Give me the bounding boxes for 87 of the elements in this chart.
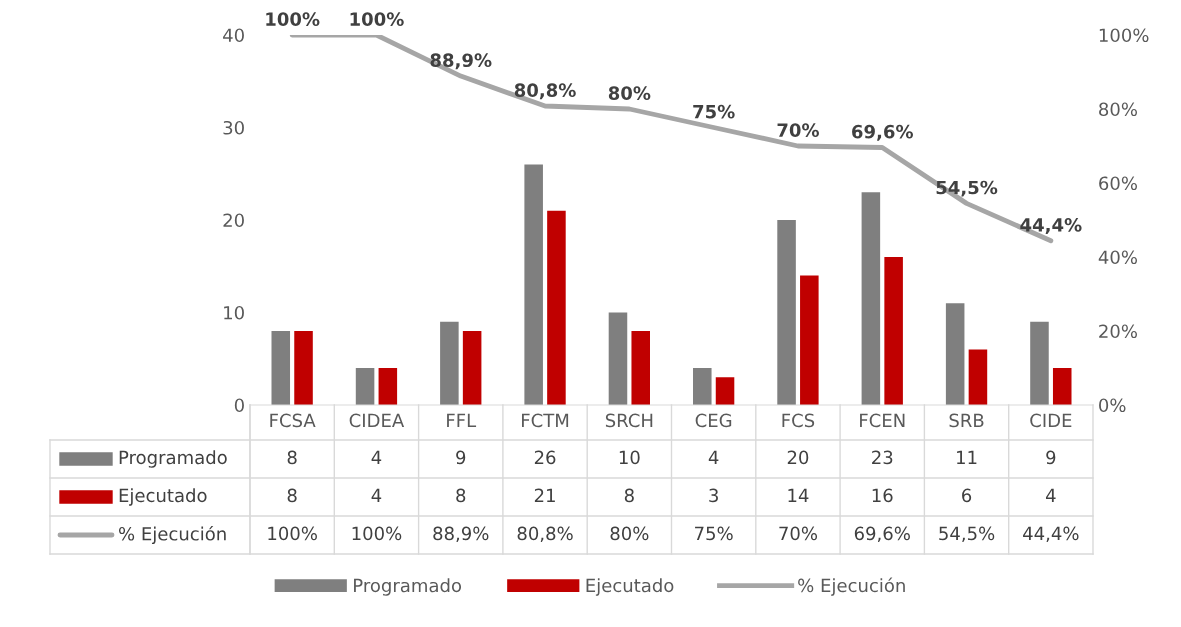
- data-label: 9: [456, 450, 466, 465]
- data-label: 100%: [352, 526, 402, 541]
- data-label: 9: [1046, 450, 1056, 465]
- bar: [378, 368, 398, 405]
- legend-label: Programado: [119, 450, 227, 468]
- y2-tick-label: 40%: [1098, 250, 1137, 265]
- text: 88,9%: [430, 53, 492, 70]
- data-label: 3: [709, 488, 718, 503]
- bar: [1052, 368, 1072, 405]
- data-label: 75%: [695, 526, 733, 541]
- data-label: 20: [787, 450, 809, 465]
- y-tick-label: 20: [223, 213, 244, 228]
- y-tick-label: 40: [223, 28, 244, 43]
- data-label: 44,4%: [1023, 526, 1079, 543]
- data-label: 11: [957, 450, 977, 464]
- data-label: 88,9%: [433, 526, 489, 543]
- bar: [968, 349, 988, 405]
- data-label: 80,8%: [517, 526, 573, 543]
- data-label: 8: [287, 450, 297, 465]
- y-tick-label: 10: [224, 305, 244, 320]
- bar: [884, 257, 903, 405]
- data-label: 4: [1045, 488, 1056, 502]
- data-label: 54,5%: [939, 526, 995, 543]
- text: 100%: [350, 12, 404, 26]
- y2-tick-label: 80%: [1099, 102, 1137, 117]
- y2-tick-label: 20%: [1099, 324, 1137, 339]
- x-tick-label: SRCH: [605, 413, 653, 428]
- data-label: 10: [619, 450, 640, 465]
- bar: [462, 331, 482, 405]
- data-label: 4: [371, 488, 382, 502]
- bar: [945, 303, 965, 405]
- legend-label: Ejecutado: [119, 488, 207, 506]
- text: 54,5%: [936, 180, 998, 197]
- text: 69,6%: [852, 124, 913, 141]
- data-label: 21: [534, 488, 555, 502]
- bar: [524, 164, 543, 405]
- data-label: 100%: [268, 526, 317, 541]
- data-label: 80%: [610, 526, 649, 541]
- x-tick-label: FCEN: [860, 413, 905, 428]
- text: 70%: [777, 123, 819, 137]
- bar: [440, 321, 459, 405]
- x-tick-label: FCS: [782, 413, 815, 428]
- x-tick-label: FCSA: [270, 413, 316, 428]
- x-tick-label: FFL: [447, 413, 477, 427]
- y-tick-label: 0: [234, 398, 244, 413]
- data-label: 23: [872, 450, 893, 465]
- data-label: 4: [371, 450, 382, 464]
- data-label: 16: [872, 488, 893, 503]
- data-label: 4: [708, 450, 719, 464]
- bar: [861, 192, 881, 405]
- x-tick-label: FCTM: [522, 413, 569, 428]
- text: Programado: [354, 578, 462, 596]
- x-tick-label: SRB: [949, 413, 984, 428]
- y2-tick-label: 60%: [1099, 176, 1137, 191]
- bar: [693, 368, 712, 405]
- x-tick-label: CIDE: [1030, 413, 1072, 428]
- bar: [1030, 321, 1049, 405]
- data-label: 14: [788, 488, 809, 502]
- bar: [715, 377, 735, 405]
- y2-tick-label: 100%: [1099, 28, 1149, 43]
- text: 80,8%: [514, 83, 576, 100]
- bar: [547, 210, 566, 405]
- x-tick-label: CIDEA: [349, 413, 405, 428]
- text: 44,4%: [1020, 218, 1082, 234]
- text: Ejecutado: [586, 578, 674, 596]
- bar: [777, 220, 796, 405]
- bar: [271, 331, 291, 405]
- data-label: 8: [624, 488, 634, 503]
- bar: [631, 331, 650, 405]
- data-label: 69,6%: [854, 526, 910, 543]
- y2-tick-label: 0%: [1099, 398, 1126, 413]
- data-label: 8: [287, 488, 297, 503]
- x-tick-label: CEG: [695, 413, 732, 428]
- bar: [294, 331, 313, 405]
- data-label: 70%: [779, 526, 818, 541]
- legend-label: % Ejecución: [119, 525, 226, 545]
- data-label: 26: [534, 450, 556, 465]
- bar: [608, 312, 628, 405]
- text: 75%: [693, 104, 735, 119]
- bar: [355, 368, 375, 405]
- text: % Ejecución: [798, 577, 905, 596]
- text: 100%: [266, 12, 320, 26]
- data-label: 6: [962, 488, 972, 503]
- text: 80%: [608, 86, 651, 100]
- data-label: 8: [456, 488, 466, 503]
- y-tick-label: 30: [223, 120, 244, 135]
- bar: [800, 275, 819, 405]
